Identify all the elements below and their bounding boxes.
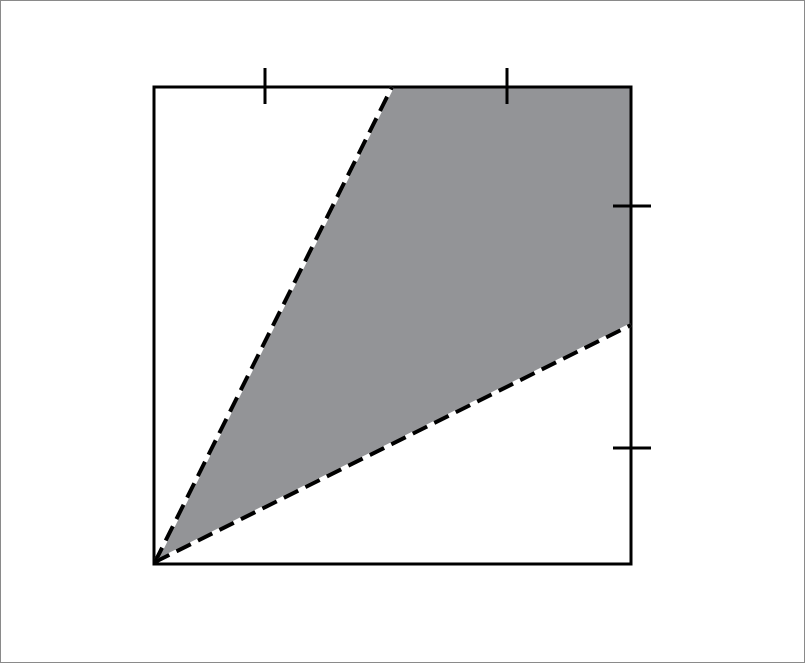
shaded-region [155,87,630,562]
ticks [263,68,651,450]
origin-point [153,558,159,564]
upper-boundary [153,86,394,563]
dashed-boundaries [153,86,632,564]
lower-boundary [154,323,632,564]
